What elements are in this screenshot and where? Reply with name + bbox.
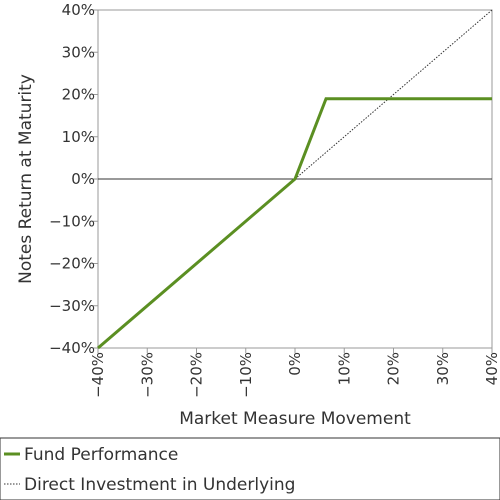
series-line-direct-investment-in-underlying bbox=[294, 9, 493, 180]
x-tick-label: −20% bbox=[188, 352, 206, 398]
x-axis-ticks: −40% −30% −20% −10% 0% 10% 20% 30% 40% bbox=[89, 348, 500, 398]
y-axis-title: Notes Return at Maturity bbox=[16, 74, 36, 284]
y-tick-label: 20% bbox=[62, 86, 95, 104]
series-layer bbox=[97, 9, 493, 350]
legend-box bbox=[0, 437, 500, 500]
x-tick-label: 0% bbox=[286, 352, 304, 376]
legend: Fund Performance Direct Investment in Un… bbox=[0, 437, 500, 500]
y-tick-label: 0% bbox=[71, 170, 95, 188]
legend-label-direct-investment: Direct Investment in Underlying bbox=[24, 475, 295, 495]
x-tick-label: 40% bbox=[483, 352, 500, 385]
x-tick-label: 20% bbox=[385, 352, 403, 385]
series-line-fund-performance bbox=[97, 97, 492, 350]
y-tick-label: 30% bbox=[62, 43, 95, 61]
x-tick-label: 30% bbox=[434, 352, 452, 385]
x-tick-label: −10% bbox=[237, 352, 255, 398]
x-axis-title: Market Measure Movement bbox=[179, 409, 411, 429]
y-tick-label: −30% bbox=[49, 297, 95, 315]
legend-label-fund-performance: Fund Performance bbox=[24, 445, 178, 465]
y-tick-label: 10% bbox=[62, 128, 95, 146]
y-tick-label: −20% bbox=[49, 255, 95, 273]
x-tick-label: −40% bbox=[89, 352, 107, 398]
y-tick-label: 40% bbox=[62, 1, 95, 19]
y-tick-label: −40% bbox=[49, 339, 95, 357]
x-tick-label: 10% bbox=[335, 352, 353, 385]
y-tick-label: −10% bbox=[49, 212, 95, 230]
x-tick-label: −30% bbox=[138, 352, 156, 398]
y-axis-ticks: −40% −30% −20% −10% 0% 10% 20% 30% 40% bbox=[49, 1, 98, 357]
